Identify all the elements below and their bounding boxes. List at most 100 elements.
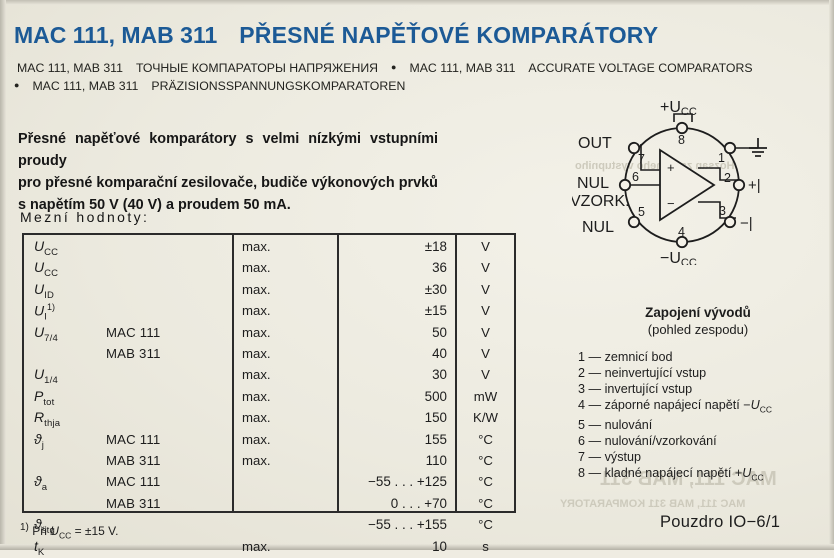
- subtitle-en-part-numbers: MAC 111, MAB 311: [409, 61, 516, 75]
- row-symbol: U7/4: [34, 323, 58, 344]
- bleed-ghost-text: MAC 111, MAB 311 KOMPARATORY: [560, 498, 746, 510]
- pin-legend-dash: —: [588, 465, 602, 480]
- row-unit: V: [481, 367, 490, 383]
- pin-caption-subtitle: (pohled zespodu): [647, 322, 749, 337]
- bullet-icon: ●: [391, 62, 397, 72]
- pin-1: [723, 141, 737, 155]
- scan-edge-top: [0, 0, 834, 5]
- row-qualifier: max.: [242, 346, 271, 361]
- footnote-symbol-sub: CC: [58, 530, 72, 541]
- pin-3: [723, 215, 737, 229]
- label-nul-vzork-1: NUL: [577, 175, 609, 192]
- row-unit: V: [481, 346, 490, 361]
- row-qualifier: max.: [242, 303, 271, 319]
- table-row: MAB 311 max. 110 °C: [24, 451, 514, 472]
- pin-legend-number: 7: [578, 449, 586, 464]
- subtitle-de-text: PRÄZISIONSSPANNUNGSKOMPARATOREN: [151, 79, 406, 93]
- row-unit: °C: [478, 453, 493, 468]
- row-symbol: ϑa: [34, 473, 48, 494]
- label-nul: NUL: [582, 219, 614, 236]
- row-qualifier: max.: [242, 388, 271, 404]
- row-unit: V: [481, 260, 490, 276]
- pin-legend-item: 5 — nulování: [578, 418, 828, 434]
- table-row: ϑa MAC 111 −55 . . . +125 °C: [24, 472, 514, 493]
- row-symbol: U1/4: [34, 366, 58, 387]
- pin-legend-number: 2: [578, 365, 586, 380]
- pin-number-2: 2: [724, 171, 731, 185]
- pin-legend-number: 5: [578, 418, 586, 433]
- pin-legend-item: 7 — výstup: [578, 450, 828, 466]
- pin-legend-item: 1 — zemnicí bod: [578, 350, 828, 366]
- row-device-type: MAB 311: [106, 453, 161, 468]
- row-qualifier: max.: [242, 260, 271, 276]
- row-symbol: ϑj: [34, 430, 45, 451]
- row-qualifier: max.: [242, 453, 271, 468]
- footnote-text-after: = ±15 V.: [74, 524, 119, 538]
- pin-legend-number: 3: [578, 381, 586, 396]
- row-symbol: tK: [34, 537, 45, 558]
- row-symbol: UCC: [34, 238, 59, 258]
- row-value: 36: [432, 260, 447, 276]
- pin-legend-text: neinvertující vstup: [604, 365, 707, 380]
- pin-legend-dash: —: [588, 418, 602, 433]
- pin-legend-text: kladné napájecí napětí +UCC: [604, 465, 764, 483]
- subtitle-en-text: ACCURATE VOLTAGE COMPARATORS: [528, 61, 753, 75]
- pin-legend-text: nulování/vzorkování: [604, 434, 717, 449]
- row-qualifier: max.: [242, 281, 271, 297]
- pin-legend-number: 1: [578, 350, 586, 364]
- table-row: UCC max. 36 V: [24, 258, 514, 279]
- row-device-type: MAB 311: [106, 346, 161, 361]
- title-part-numbers: MAC 111, MAB 311: [14, 22, 218, 48]
- row-value: 110: [425, 453, 447, 468]
- pin-number-3: 3: [719, 204, 726, 218]
- row-value: 10: [432, 538, 447, 554]
- pin-caption-title: Zapojení vývodů: [645, 305, 751, 320]
- row-qualifier: max.: [242, 367, 271, 383]
- row-device-type: MAB 311: [106, 495, 161, 511]
- subtitle-line-german: ● MAC 111, MAB 311 PRÄZISIONSSPANNUNGSKOMP…: [14, 79, 405, 93]
- pin-legend-text: záporné napájecí napětí −UCC: [604, 397, 772, 415]
- scan-edge-left: [0, 0, 6, 550]
- pin-number-7: 7: [638, 152, 645, 166]
- limits-table: UCC max. ±18 V UCC max. 36 V UID max. ±30 V UI1) max.…: [22, 233, 516, 557]
- pin-legend-number: 6: [578, 434, 586, 449]
- row-unit: V: [481, 324, 490, 340]
- row-unit: °C: [478, 517, 493, 533]
- limits-section-label: Mezní hodnoty:: [20, 209, 150, 225]
- pin-legend-dash: —: [588, 381, 602, 396]
- pin-legend-item: 8 — kladné napájecí napětí +UCC: [578, 466, 828, 486]
- label-out: OUT: [578, 135, 612, 152]
- row-unit: V: [481, 303, 490, 319]
- pin-number-5: 5: [638, 205, 645, 219]
- pin-number-4: 4: [678, 225, 685, 239]
- subtitle-ru-text: ТОЧНЫЕ КОМПАРАТОРЫ НАПРЯЖЕНИЯ: [135, 61, 379, 75]
- package-label: Pouzdro IO−6/1: [660, 513, 781, 531]
- table-row: MAB 311 max. 40 V: [24, 344, 514, 365]
- description-line-1: Přesné napěťové komparátory s velmi nízk…: [18, 131, 438, 169]
- pin-legend-number: 8: [578, 465, 586, 480]
- subtitle-ru-part-numbers: MAC 111, MAB 311: [17, 61, 123, 75]
- subtitle-line-russian-english: MAC 111, MAB 311 ТОЧНЫЕ КОМПАРАТОРЫ НАПРЯ…: [17, 61, 753, 75]
- row-device-type: MAC 111: [106, 324, 161, 340]
- footnote: 1) Při UCC = ±15 V.: [20, 522, 118, 540]
- row-value: ±30: [424, 281, 447, 297]
- subtitle-de-part-numbers: MAC 111, MAB 311: [32, 79, 139, 93]
- label-plus-input: +|: [748, 177, 761, 194]
- table-row: Rthja max. 150 K/W: [24, 408, 514, 429]
- row-value: 30: [432, 367, 447, 383]
- row-symbol: Rthja: [34, 409, 61, 429]
- row-value: 155: [424, 431, 447, 447]
- pin-legend: 1 — zemnicí bod 2 — neinvertující vstup 3 …: [578, 350, 828, 486]
- row-symbol: UCC: [34, 259, 59, 280]
- pin-diagram-svg: 1 2 3 4 5 6 7 8 + − OUT NUL VZORK. NUL +…: [572, 100, 767, 265]
- row-device-type: MAC 111: [106, 474, 161, 490]
- row-unit: °C: [478, 431, 493, 447]
- row-symbol: Ptot: [34, 387, 55, 408]
- row-unit: s: [482, 538, 489, 554]
- limits-table-rows: UCC max. ±18 V UCC max. 36 V UID max. ±30 V UI1) max.…: [24, 235, 514, 557]
- table-row: Ptot max. 500 mW: [24, 387, 514, 408]
- opamp-minus-sign: −: [667, 196, 675, 211]
- row-value: −55 . . . +155: [368, 517, 447, 533]
- row-qualifier: max.: [242, 410, 271, 426]
- row-unit: K/W: [473, 410, 498, 426]
